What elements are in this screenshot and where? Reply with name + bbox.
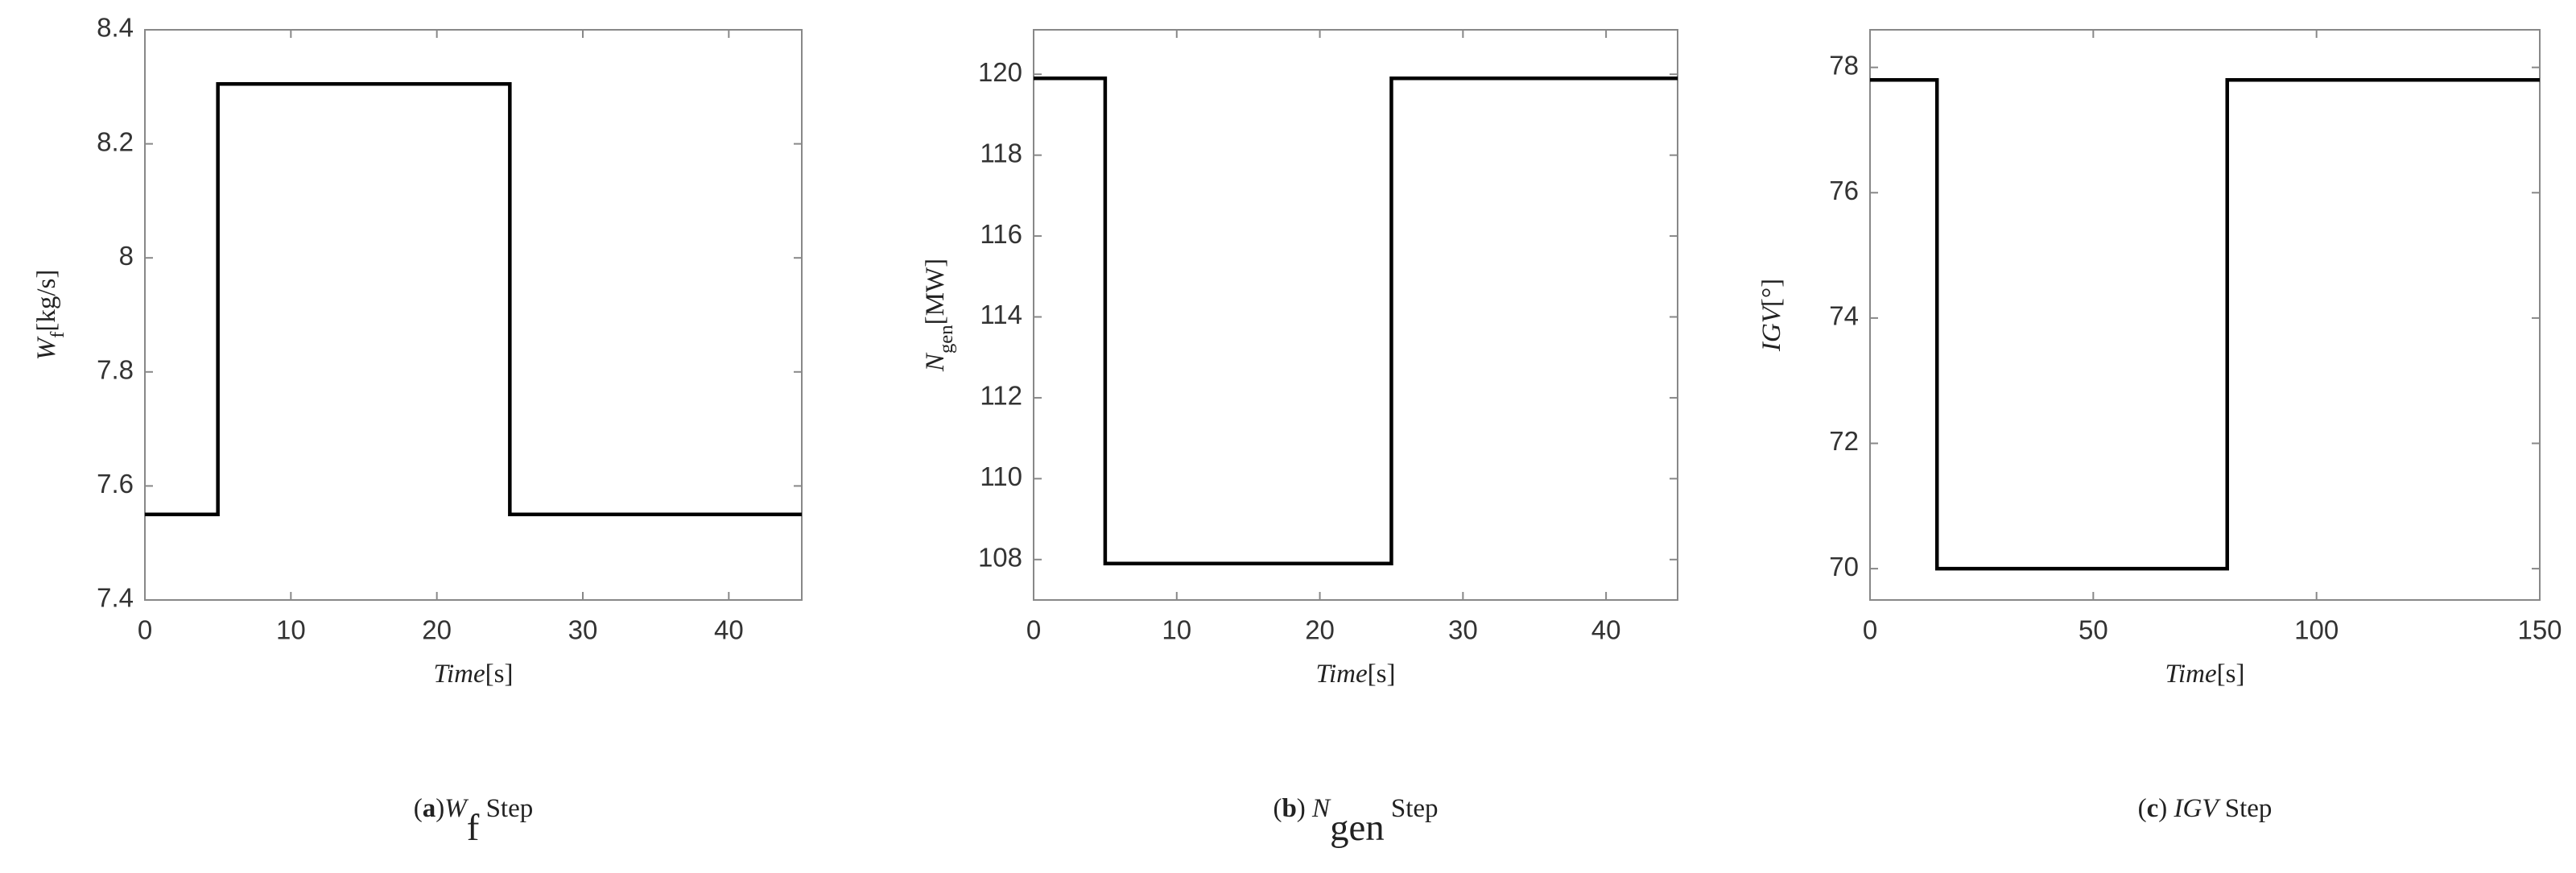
y-axis-label: Ngen​[MW] [921, 259, 958, 372]
caption: (c) IGV Step [2138, 794, 2273, 823]
label-part: [kg/s] [32, 270, 61, 332]
label-part: ( [2138, 794, 2147, 823]
x-axis-label: Time[s] [2165, 660, 2244, 689]
y-tick-label: 7.4 [97, 583, 134, 613]
x-tick-label: 0 [1026, 615, 1041, 645]
x-tick-label: 20 [422, 615, 452, 645]
y-tick-label: 118 [980, 138, 1022, 168]
y-tick-label: 112 [980, 381, 1022, 411]
label-part: f [47, 331, 68, 338]
plot-frame [144, 29, 803, 601]
x-tick-label: 100 [2294, 615, 2339, 645]
label-part: ( [414, 794, 423, 823]
y-tick-label: 8 [119, 241, 134, 271]
label-part: [s] [485, 660, 514, 689]
plot-frame [1869, 29, 2541, 601]
x-tick-label: 50 [2079, 615, 2108, 645]
label-part: Step [2218, 794, 2272, 823]
label-part: IGV [1757, 304, 1786, 352]
label-part: [MW] [921, 259, 950, 325]
label-part: ) [436, 794, 444, 823]
x-tick-label: 150 [2517, 615, 2562, 645]
caption: (a)Wf​ Step [414, 794, 534, 849]
label-part: N [1311, 794, 1331, 823]
x-tick-label: 10 [1162, 615, 1191, 645]
x-axis-label: Time[s] [1315, 660, 1395, 689]
label-part: Time [2165, 660, 2216, 689]
data-line [1870, 77, 2540, 571]
y-tick-label: 114 [980, 300, 1022, 329]
label-part: c [2147, 794, 2159, 823]
y-tick-label: 7.6 [97, 469, 134, 499]
y-tick-label: 70 [1829, 552, 1859, 581]
y-tick-label: 120 [978, 57, 1022, 87]
x-tick-label: 0 [138, 615, 152, 645]
y-tick-label: 8.2 [97, 126, 134, 156]
y-tick-label: 108 [978, 543, 1022, 573]
label-part: ( [1273, 794, 1282, 823]
label-part: IGV [2174, 794, 2222, 823]
label-part: f [467, 807, 480, 849]
label-part: ) [1297, 794, 1312, 823]
label-part: Step [1385, 794, 1439, 823]
y-axis-label: IGV[°] [1757, 279, 1786, 352]
y-tick-label: 110 [980, 461, 1022, 491]
data-line [145, 82, 802, 517]
label-part: W [32, 336, 61, 360]
x-axis-label: Time[s] [433, 660, 513, 689]
label-part: [°] [1757, 279, 1786, 307]
label-part: Time [1315, 660, 1367, 689]
label-part: gen [935, 325, 957, 354]
y-tick-label: 8.4 [97, 13, 134, 43]
label-part: W [444, 794, 469, 823]
y-tick-label: 72 [1829, 426, 1859, 456]
label-part: gen [1330, 807, 1385, 849]
y-tick-label: 76 [1829, 176, 1859, 205]
label-part: [s] [2217, 660, 2245, 689]
label-part: a [423, 794, 436, 823]
y-tick-label: 74 [1829, 301, 1859, 331]
x-tick-label: 40 [1591, 615, 1621, 645]
x-tick-label: 30 [568, 615, 598, 645]
caption: (b) Ngen​ Step [1273, 794, 1438, 849]
y-axis-label: Wf​[kg/s] [32, 270, 69, 361]
y-tick-label: 7.8 [97, 355, 134, 385]
y-tick-label: 78 [1829, 50, 1859, 80]
data-line [1034, 77, 1678, 566]
plot-frame [1033, 29, 1678, 601]
x-tick-label: 20 [1305, 615, 1335, 645]
x-tick-label: 40 [714, 615, 744, 645]
label-part: [s] [1368, 660, 1396, 689]
x-tick-label: 0 [1863, 615, 1877, 645]
label-part: Time [433, 660, 485, 689]
label-part: N [921, 352, 950, 372]
x-tick-label: 10 [276, 615, 306, 645]
y-tick-label: 116 [980, 219, 1022, 249]
x-tick-label: 30 [1448, 615, 1478, 645]
label-part: ) [2158, 794, 2174, 823]
label-part: b [1282, 794, 1296, 823]
label-part: Step [479, 794, 533, 823]
